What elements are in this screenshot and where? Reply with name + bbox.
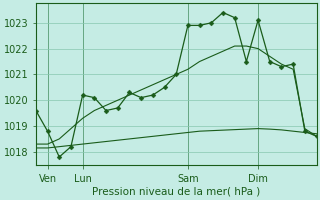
X-axis label: Pression niveau de la mer( hPa ): Pression niveau de la mer( hPa ) bbox=[92, 187, 260, 197]
